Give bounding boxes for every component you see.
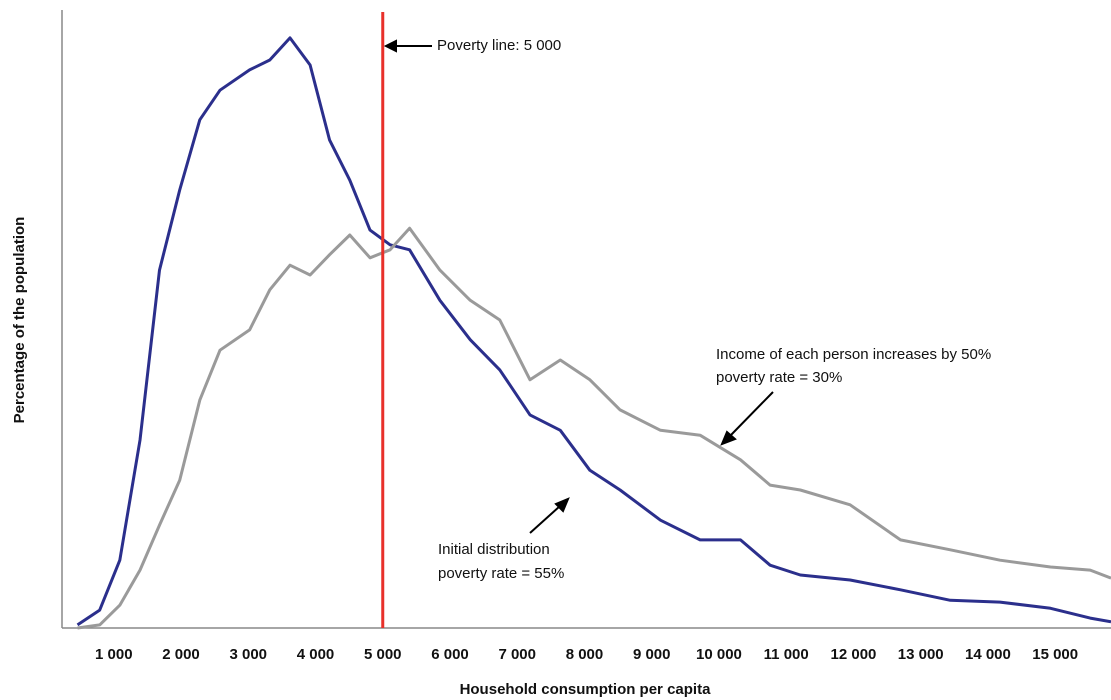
- annotation: Income of each person increases by 50%: [716, 346, 991, 363]
- x-tick-label: 15 000: [1032, 646, 1078, 663]
- x-tick-label: 4 000: [297, 646, 335, 663]
- annotation-arrows: [383, 39, 774, 534]
- x-tick-label: 10 000: [696, 646, 742, 663]
- annotation: Initial distribution: [438, 541, 550, 558]
- x-tick-label: 8 000: [566, 646, 604, 663]
- x-tick-label: 6 000: [431, 646, 469, 663]
- y-axis-title: Percentage of the population: [11, 217, 28, 424]
- annotation: poverty rate = 30%: [716, 369, 842, 386]
- x-tick-label: 13 000: [898, 646, 944, 663]
- x-tick-label: 3 000: [229, 646, 267, 663]
- x-tick-label: 14 000: [965, 646, 1011, 663]
- series-line: [77, 226, 1111, 630]
- x-tick-label: 12 000: [831, 646, 877, 663]
- x-tick-label: 1 000: [95, 646, 133, 663]
- series-line: [76, 36, 1111, 627]
- poverty-line-label: Poverty line: 5 000: [437, 37, 561, 54]
- x-tick-label: 11 000: [764, 646, 809, 663]
- x-axis-title: Household consumption per capita: [460, 681, 712, 698]
- x-tick-label: 2 000: [162, 646, 200, 663]
- annotation: poverty rate = 55%: [438, 565, 564, 582]
- x-tick-label: 9 000: [633, 646, 671, 663]
- x-tick-label: 5 000: [364, 646, 402, 663]
- x-tick-label: 7 000: [498, 646, 536, 663]
